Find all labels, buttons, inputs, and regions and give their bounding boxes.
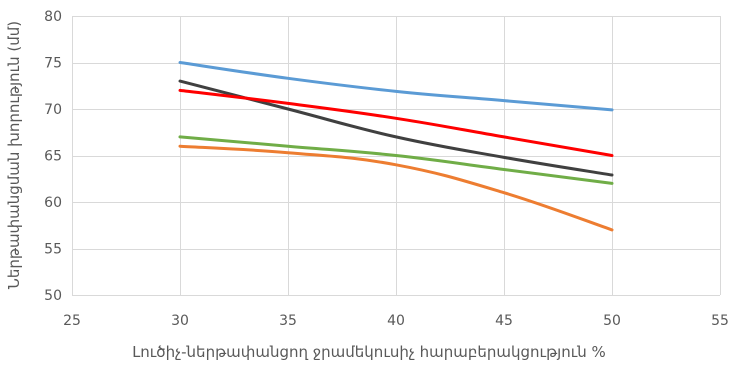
x-tick-label: 50 [603,313,621,329]
y-tick-label: 80 [44,9,62,25]
y-tick-label: 55 [44,242,62,258]
series-line-4 [178,135,614,185]
y-tick-label: 70 [44,102,62,118]
series-line-3 [178,88,614,157]
series-lines [178,61,614,232]
x-tick-label: 35 [279,313,297,329]
y-tick-label: 65 [44,149,62,165]
y-axis-title: Ներթափանցման խորություն (մմ) [5,21,23,289]
y-tick-label: 60 [44,195,62,211]
series-line-5 [178,144,614,232]
series-line-1 [178,61,614,112]
y-tick-label: 75 [44,56,62,72]
x-tick-label: 55 [711,313,729,329]
x-tick-label: 25 [63,313,81,329]
y-tick-label: 50 [44,288,62,304]
x-tick-label: 30 [171,313,189,329]
y-axis-tick-labels: 50 55 60 65 70 75 80 [44,9,62,304]
x-tick-label: 40 [387,313,405,329]
x-axis-title: Լուծիչ-ներթափանցող ջրամեկուսիչ հարաբերակ… [132,343,606,361]
x-axis-tick-labels: 25 30 35 40 45 50 55 [63,313,729,329]
x-tick-label: 45 [495,313,513,329]
